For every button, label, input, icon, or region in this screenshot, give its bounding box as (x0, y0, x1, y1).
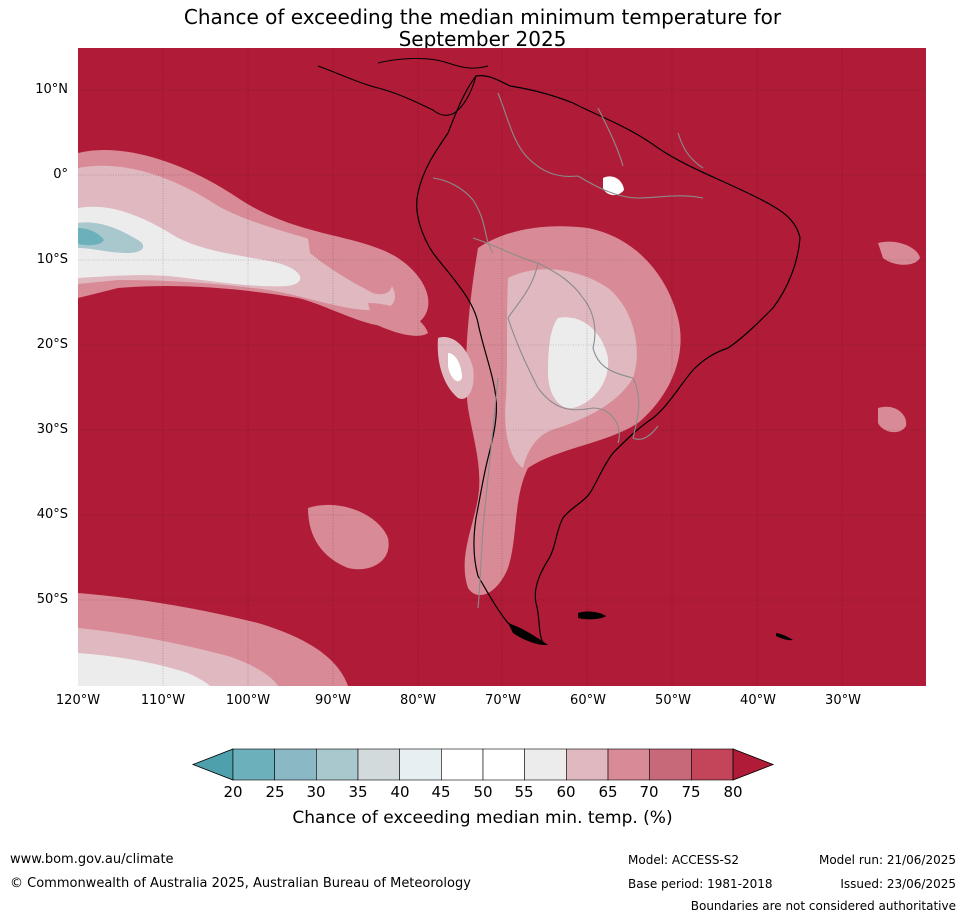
lat-label-30s: 30°S (36, 422, 68, 437)
tierra-del-fuego (508, 623, 548, 646)
lon-label-90w: 90°W (315, 693, 351, 708)
colorbar-tick-80: 80 (723, 783, 743, 801)
lat-label-20s: 20°S (36, 337, 68, 352)
lon-label-50w: 50°W (655, 693, 691, 708)
atlantic-patch (878, 406, 907, 433)
map-panel (78, 48, 926, 686)
lat-label-10n: 10°N (35, 82, 68, 97)
pacific-anomaly-band (78, 150, 429, 336)
colorbar-tick-25: 25 (265, 783, 285, 801)
colorbar-segment (232, 748, 275, 781)
country-borders (432, 92, 704, 609)
central-america-coastline (317, 65, 477, 116)
colorbar-tick-55: 55 (514, 783, 534, 801)
map-title-line-1: Chance of exceeding the median minimum t… (183, 5, 782, 29)
colorbar-tick-30: 30 (306, 783, 326, 801)
colorbar-tick-50: 50 (473, 783, 493, 801)
colorbar-arrow-low (191, 748, 234, 781)
colorbar-segment (399, 748, 442, 781)
southern-anomaly-area (78, 504, 389, 686)
colorbar-tick-60: 60 (556, 783, 576, 801)
amazon-patch (603, 176, 624, 196)
colorbar-segment (316, 748, 359, 781)
lon-label-30w: 30°W (825, 693, 861, 708)
footer-base-period: Base period: 1981-2018 (628, 877, 773, 891)
colorbar-tick-70: 70 (639, 783, 659, 801)
colorbar-tick-20: 20 (223, 783, 243, 801)
colorbar-label: Chance of exceeding median min. temp. (%… (292, 808, 673, 828)
lat-label-40s: 40°S (36, 507, 68, 522)
colorbar-segment (691, 748, 734, 781)
south-america-coastline (416, 75, 801, 645)
lon-label-60w: 60°W (570, 693, 606, 708)
continent-anomaly-area (437, 226, 681, 596)
lon-label-40w: 40°W (740, 693, 776, 708)
colorbar-segment (441, 748, 484, 781)
lat-label-0: 0° (53, 167, 68, 182)
lon-label-120w: 120°W (55, 693, 101, 708)
footer-model-run: Model run: 21/06/2025 (818, 853, 956, 867)
probability-map (78, 48, 926, 686)
lon-label-110w: 110°W (140, 693, 186, 708)
footer-disclaimer: Boundaries are not considered authoritat… (690, 899, 956, 913)
footer-copyright: © Commonwealth of Australia 2025, Austra… (10, 876, 471, 891)
yucatan-coastline (377, 57, 489, 69)
lon-label-80w: 80°W (400, 693, 436, 708)
lon-label-100w: 100°W (225, 693, 271, 708)
colorbar-segment (524, 748, 567, 781)
colorbar-segment (482, 748, 525, 781)
footer-model: Model: ACCESS-S2 (628, 853, 740, 867)
footer-website[interactable]: www.bom.gov.au/climate (10, 852, 174, 867)
lat-label-10s: 10°S (36, 252, 68, 267)
colorbar-segment (274, 748, 317, 781)
atlantic-patch (878, 241, 920, 265)
map-title-line-2: September 2025 (398, 27, 567, 51)
south-georgia (776, 633, 793, 641)
colorbar-tick-75: 75 (681, 783, 701, 801)
colorbar-segment (357, 748, 400, 781)
lat-label-50s: 50°S (36, 592, 68, 607)
falkland-islands (578, 611, 606, 620)
footer-issued: Issued: 23/06/2025 (840, 877, 956, 891)
colorbar-tick-40: 40 (390, 783, 410, 801)
colorbar-arrow-high (732, 748, 775, 781)
colorbar-tick-35: 35 (348, 783, 368, 801)
colorbar-segment (649, 748, 692, 781)
colorbar (191, 748, 775, 781)
colorbar-tick-45: 45 (431, 783, 451, 801)
colorbar-tick-65: 65 (598, 783, 618, 801)
colorbar-segment (566, 748, 609, 781)
colorbar-segment (607, 748, 651, 781)
lon-label-70w: 70°W (485, 693, 521, 708)
